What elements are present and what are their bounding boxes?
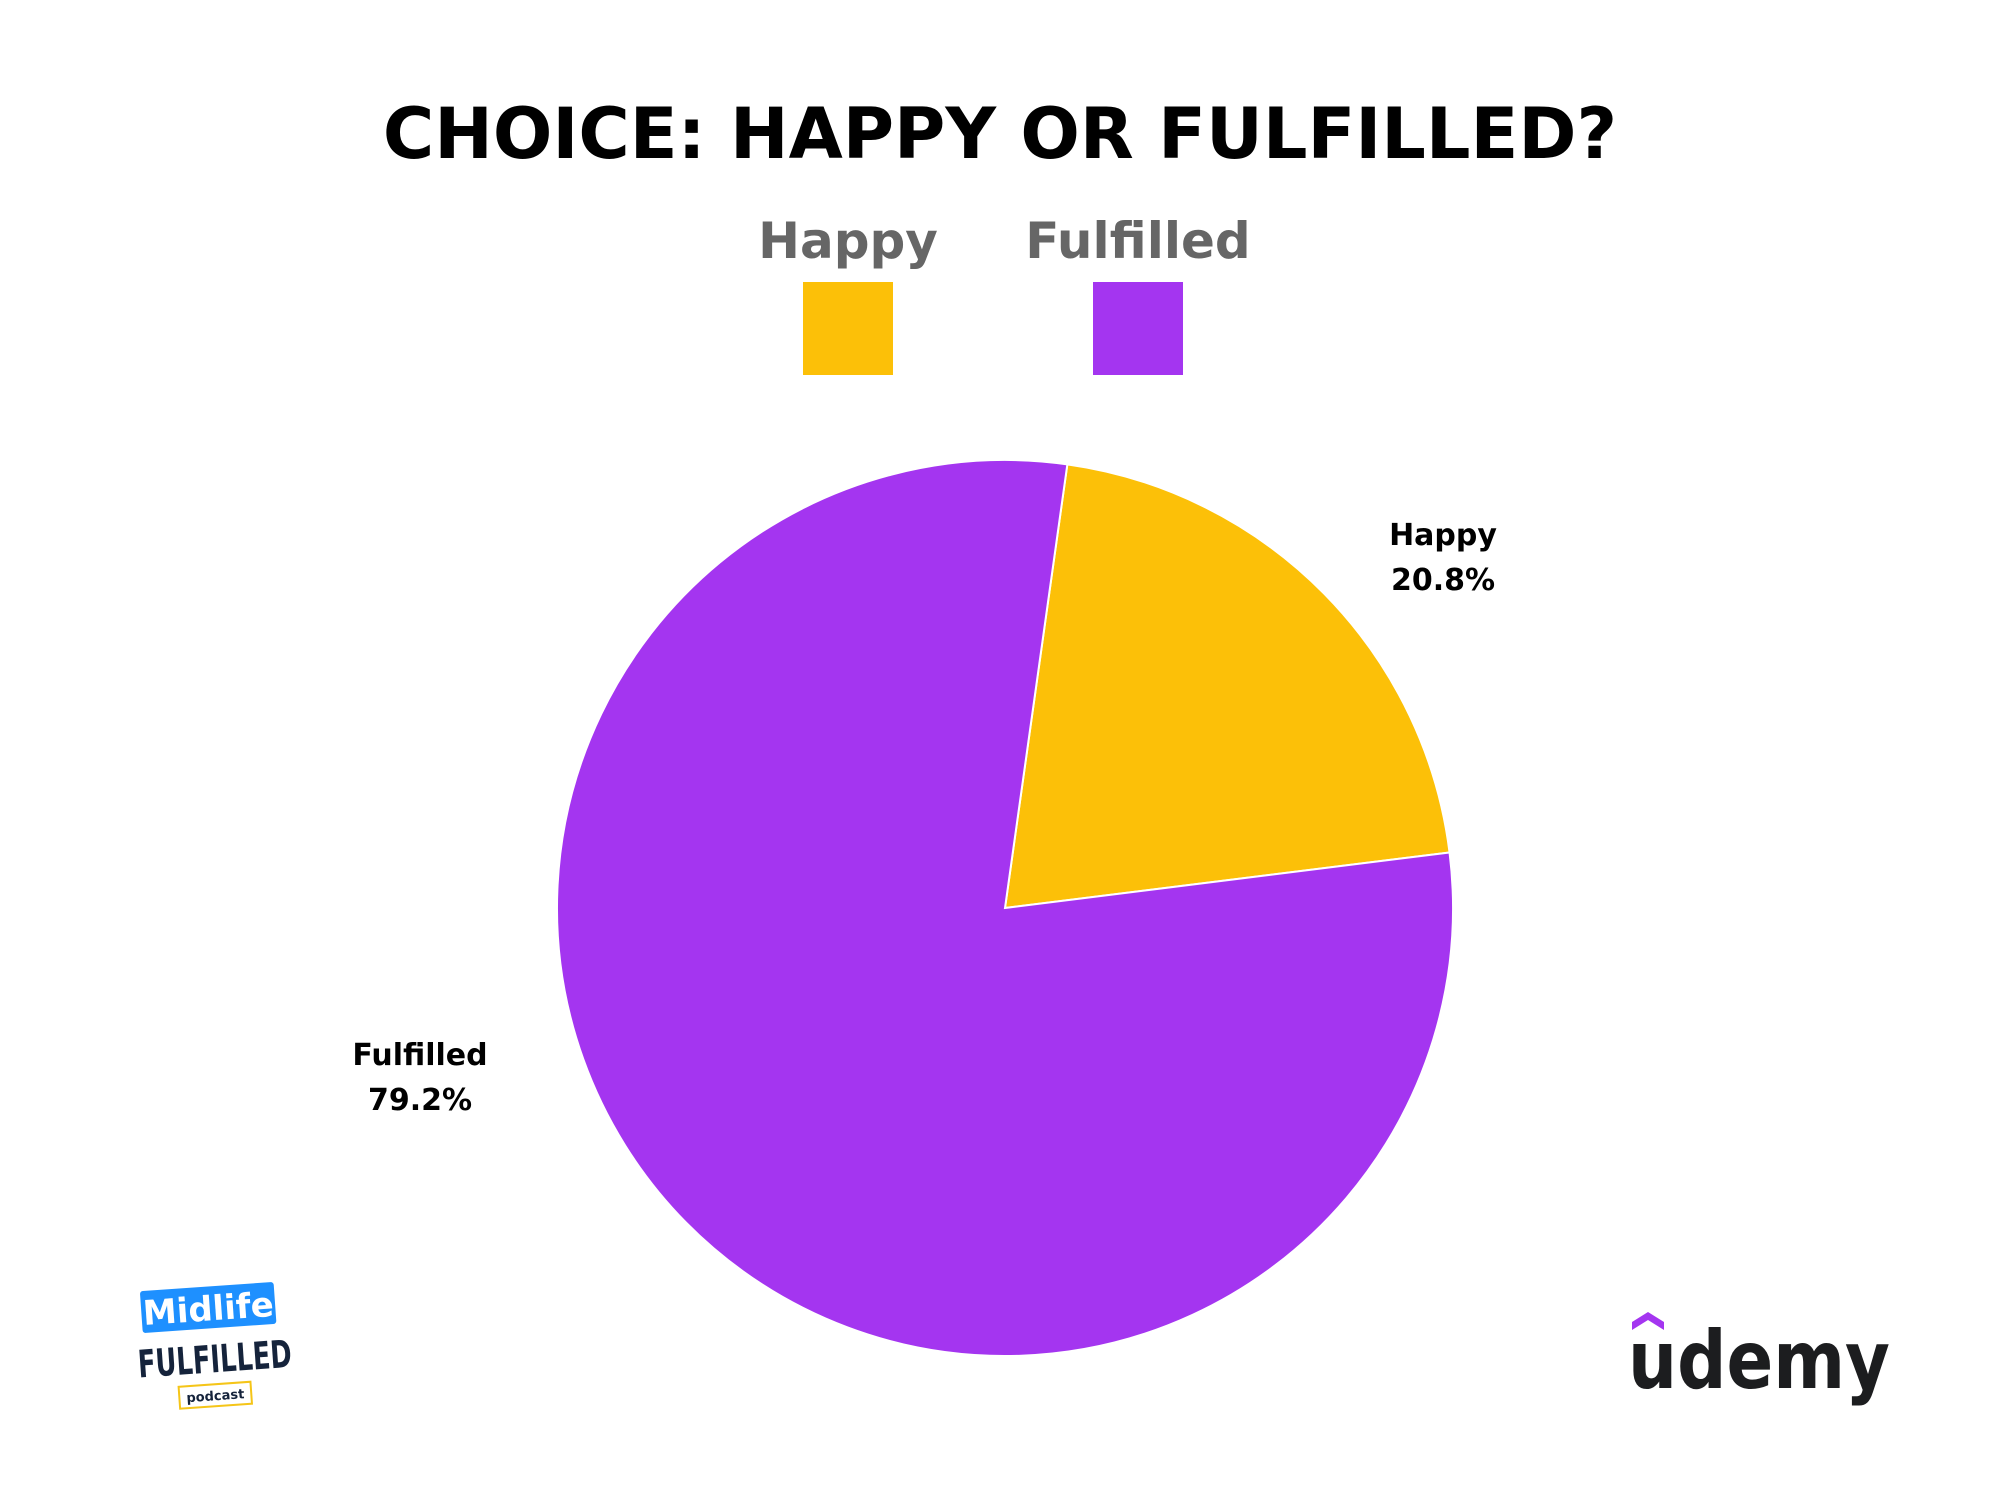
slice-label-happy-value: 20.8% (1391, 563, 1495, 598)
svg-text:podcast: podcast (186, 1387, 245, 1406)
legend-swatch-happy (803, 282, 893, 375)
midlife-fulfilled-logo: Midlife FULFILLED podcast (136, 1282, 293, 1410)
chart-title: CHOICE: HAPPY OR FULFILLED? (383, 93, 1617, 175)
svg-text:FULFILLED: FULFILLED (136, 1332, 293, 1387)
slice-label-happy-name: Happy (1389, 518, 1497, 553)
udemy-logo: udemy (1628, 1312, 1890, 1407)
legend: Happy Fulfilled (758, 212, 1251, 375)
legend-label-fulfilled: Fulfilled (1025, 212, 1250, 270)
slice-label-fulfilled-value: 79.2% (368, 1083, 472, 1118)
legend-swatch-fulfilled (1093, 282, 1183, 375)
svg-text:Midlife: Midlife (142, 1285, 275, 1334)
slice-label-fulfilled-name: Fulfilled (352, 1038, 487, 1073)
pie-slice-fulfilled (556, 459, 1454, 1357)
pie-slice-happy (1003, 463, 1451, 910)
udemy-roof-icon (1632, 1312, 1664, 1330)
pie-slices (556, 459, 1454, 1357)
slice-labels: Happy 20.8% Fulfilled 79.2% (352, 518, 1497, 1118)
svg-text:udemy: udemy (1628, 1314, 1890, 1407)
legend-label-happy: Happy (758, 212, 938, 270)
